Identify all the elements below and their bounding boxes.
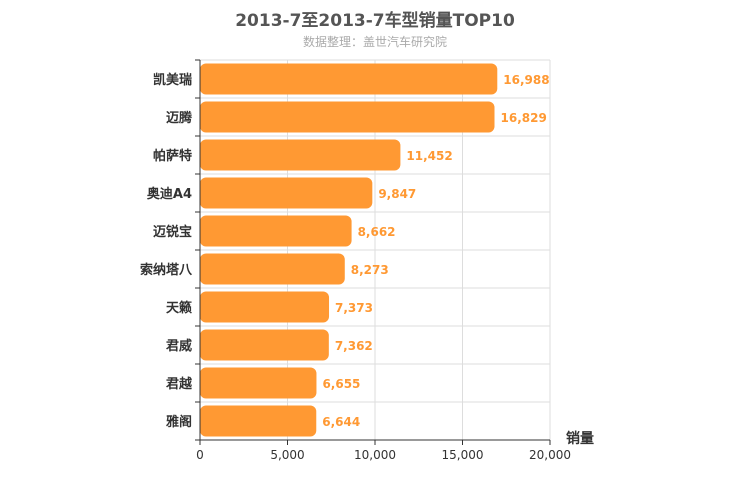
bar-value-label: 7,362 [335,339,373,353]
y-tick-label: 帕萨特 [153,148,192,164]
bar-value-label: 8,662 [358,225,396,239]
x-axis-title: 销量 [566,430,594,447]
y-tick-label: 凯美瑞 [153,72,192,88]
bar-value-label: 9,847 [378,187,416,201]
y-tick-label: 索纳塔八 [140,262,193,278]
y-tick-label: 君威 [166,338,192,354]
y-tick-label: 雅阁 [166,414,192,430]
bar-value-label: 6,655 [322,377,360,391]
bar [200,177,373,209]
y-tick-label: 奥迪A4 [147,186,192,202]
x-tick-label: 5,000 [270,448,304,462]
bar [200,215,352,247]
y-tick-label: 迈腾 [166,110,193,126]
x-tick-label: 0 [196,448,204,462]
bars: 16,988 16,829 11,452 9,847 8,662 8,273 7,373 7,… [200,63,550,437]
bar [200,405,317,437]
x-tick-label: 15,000 [442,448,484,462]
chart-title: 2013-7至2013-7车型销量TOP10 [235,11,515,31]
bar-value-label: 8,273 [351,263,389,277]
bar [200,253,345,285]
bar [200,329,329,361]
bar-value-label: 7,373 [335,301,373,315]
chart-subtitle: 数据整理：盖世汽车研究院 [302,35,447,49]
x-tick-label: 10,000 [354,448,396,462]
bar-value-label: 6,644 [322,415,360,429]
bar [200,367,317,399]
y-tick-label: 天籁 [166,300,192,316]
y-tick-label: 迈锐宝 [153,224,192,240]
bar [200,63,498,95]
y-tick-label: 君越 [166,376,193,392]
bar-value-label: 11,452 [406,149,452,163]
bar [200,101,495,133]
bar-value-label: 16,829 [501,111,547,125]
x-tick-label: 20,000 [529,448,571,462]
bar [200,139,401,171]
bar [200,291,330,323]
bar-value-label: 16,988 [503,73,549,87]
